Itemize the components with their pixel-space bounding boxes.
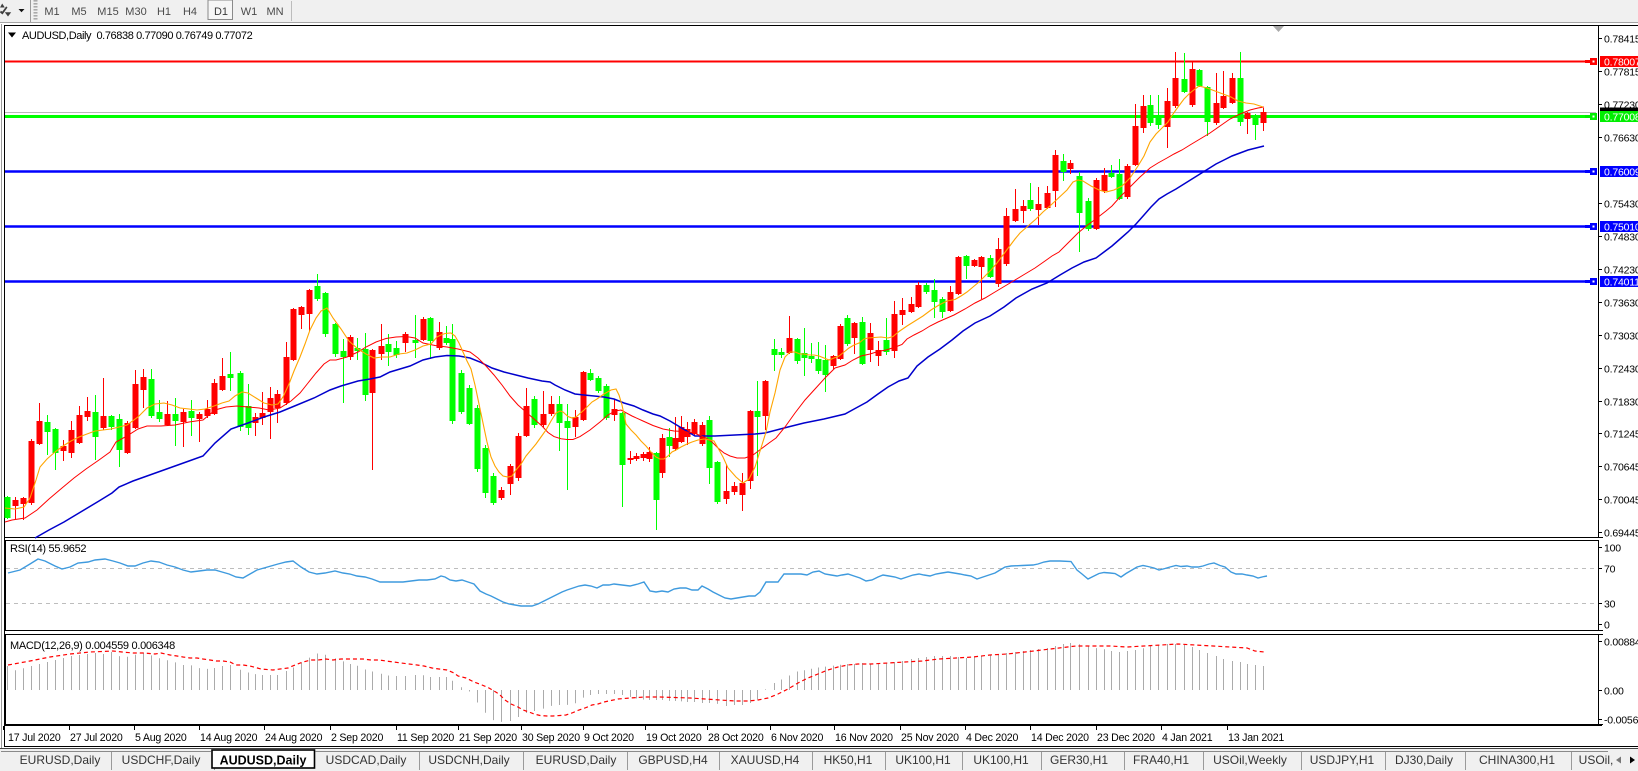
svg-text:GBPUSD,H4: GBPUSD,H4	[638, 753, 708, 767]
svg-text:USOil,: USOil,	[1579, 753, 1614, 767]
svg-text:24 Aug 2020: 24 Aug 2020	[265, 732, 323, 744]
svg-text:CHINA300,H1: CHINA300,H1	[1479, 753, 1555, 767]
svg-text:EURUSD,Daily: EURUSD,Daily	[536, 753, 617, 767]
svg-text:100: 100	[1604, 543, 1621, 555]
svg-text:USDCHF,Daily: USDCHF,Daily	[122, 753, 201, 767]
svg-text:23 Dec 2020: 23 Dec 2020	[1097, 732, 1155, 744]
svg-text:AUDUSD,Daily: AUDUSD,Daily	[220, 754, 307, 768]
svg-text:70: 70	[1604, 564, 1616, 576]
svg-text:D1: D1	[214, 6, 228, 18]
svg-text:USOil,Weekly: USOil,Weekly	[1213, 753, 1287, 767]
svg-text:HK50,H1: HK50,H1	[824, 753, 873, 767]
svg-text:0.74230: 0.74230	[1604, 265, 1638, 277]
svg-text:EURUSD,Daily: EURUSD,Daily	[20, 753, 101, 767]
svg-text:DJ30,Daily: DJ30,Daily	[1395, 753, 1453, 767]
svg-text:9 Oct 2020: 9 Oct 2020	[584, 732, 634, 744]
svg-text:5 Aug 2020: 5 Aug 2020	[135, 732, 187, 744]
svg-text:0.77008: 0.77008	[1604, 112, 1638, 124]
svg-text:USDCAD,Daily: USDCAD,Daily	[326, 753, 407, 767]
svg-text:0.00884: 0.00884	[1604, 637, 1638, 649]
svg-text:0.76630: 0.76630	[1604, 133, 1638, 145]
svg-text:H1: H1	[157, 6, 171, 18]
svg-text:0.78415: 0.78415	[1604, 34, 1638, 46]
svg-text:19 Oct 2020: 19 Oct 2020	[646, 732, 702, 744]
svg-text:AUDUSD,Daily 0.76838 0.77090: AUDUSD,Daily 0.76838 0.77090 0.76749 0.7…	[22, 30, 253, 42]
svg-text:UK100,H1: UK100,H1	[973, 753, 1029, 767]
svg-text:0.73630: 0.73630	[1604, 298, 1638, 310]
svg-text:M1: M1	[44, 6, 59, 18]
svg-text:MN: MN	[266, 6, 283, 18]
svg-text:0.72430: 0.72430	[1604, 364, 1638, 376]
svg-text:GER30,H1: GER30,H1	[1050, 753, 1108, 767]
svg-text:XAUUSD,H4: XAUUSD,H4	[731, 753, 800, 767]
svg-text:28 Oct 2020: 28 Oct 2020	[708, 732, 764, 744]
svg-text:16 Nov 2020: 16 Nov 2020	[835, 732, 893, 744]
svg-text:17 Jul 2020: 17 Jul 2020	[8, 732, 61, 744]
svg-text:0.75010: 0.75010	[1604, 222, 1638, 234]
svg-text:21 Sep 2020: 21 Sep 2020	[459, 732, 517, 744]
svg-text:0.71830: 0.71830	[1604, 397, 1638, 409]
svg-text:25 Nov 2020: 25 Nov 2020	[901, 732, 959, 744]
svg-text:USDCNH,Daily: USDCNH,Daily	[428, 753, 509, 767]
svg-text:RSI(14) 55.9652: RSI(14) 55.9652	[10, 543, 86, 555]
svg-text:USDJPY,H1: USDJPY,H1	[1310, 753, 1375, 767]
svg-text:0.75430: 0.75430	[1604, 199, 1638, 211]
svg-text:W1: W1	[241, 6, 258, 18]
svg-text:0.69445: 0.69445	[1604, 528, 1638, 540]
svg-text:0.74011: 0.74011	[1604, 277, 1638, 289]
svg-text:UK100,H1: UK100,H1	[895, 753, 951, 767]
svg-text:0: 0	[1604, 620, 1610, 632]
svg-text:M15: M15	[97, 6, 118, 18]
svg-text:11 Sep 2020: 11 Sep 2020	[397, 732, 454, 744]
svg-text:6 Nov 2020: 6 Nov 2020	[771, 732, 823, 744]
svg-text:MACD(12,26,9) 0.004559 0.00634: MACD(12,26,9) 0.004559 0.006348	[10, 640, 175, 652]
svg-text:0.71245: 0.71245	[1604, 429, 1638, 441]
svg-text:13 Jan 2021: 13 Jan 2021	[1228, 732, 1284, 744]
svg-text:0.74830: 0.74830	[1604, 232, 1638, 244]
svg-text:2 Sep 2020: 2 Sep 2020	[331, 732, 384, 744]
svg-text:0.70645: 0.70645	[1604, 462, 1638, 474]
svg-text:-0.00565: -0.00565	[1604, 715, 1638, 727]
svg-text:30 Sep 2020: 30 Sep 2020	[522, 732, 580, 744]
svg-text:H4: H4	[183, 6, 197, 18]
svg-text:4 Jan 2021: 4 Jan 2021	[1162, 732, 1213, 744]
svg-text:4 Dec 2020: 4 Dec 2020	[966, 732, 1018, 744]
svg-text:14 Dec 2020: 14 Dec 2020	[1031, 732, 1089, 744]
svg-text:30: 30	[1604, 599, 1616, 611]
svg-text:M5: M5	[71, 6, 86, 18]
svg-text:M30: M30	[125, 6, 146, 18]
svg-text:0.78007: 0.78007	[1604, 57, 1638, 69]
svg-text:FRA40,H1: FRA40,H1	[1133, 753, 1189, 767]
svg-text:0.00: 0.00	[1604, 686, 1624, 698]
svg-text:0.77815: 0.77815	[1604, 67, 1638, 79]
svg-text:0.76009: 0.76009	[1604, 167, 1638, 179]
svg-text:0.70045: 0.70045	[1604, 495, 1638, 507]
svg-text:27 Jul 2020: 27 Jul 2020	[70, 732, 123, 744]
svg-text:0.73030: 0.73030	[1604, 331, 1638, 343]
svg-text:14 Aug 2020: 14 Aug 2020	[200, 732, 258, 744]
